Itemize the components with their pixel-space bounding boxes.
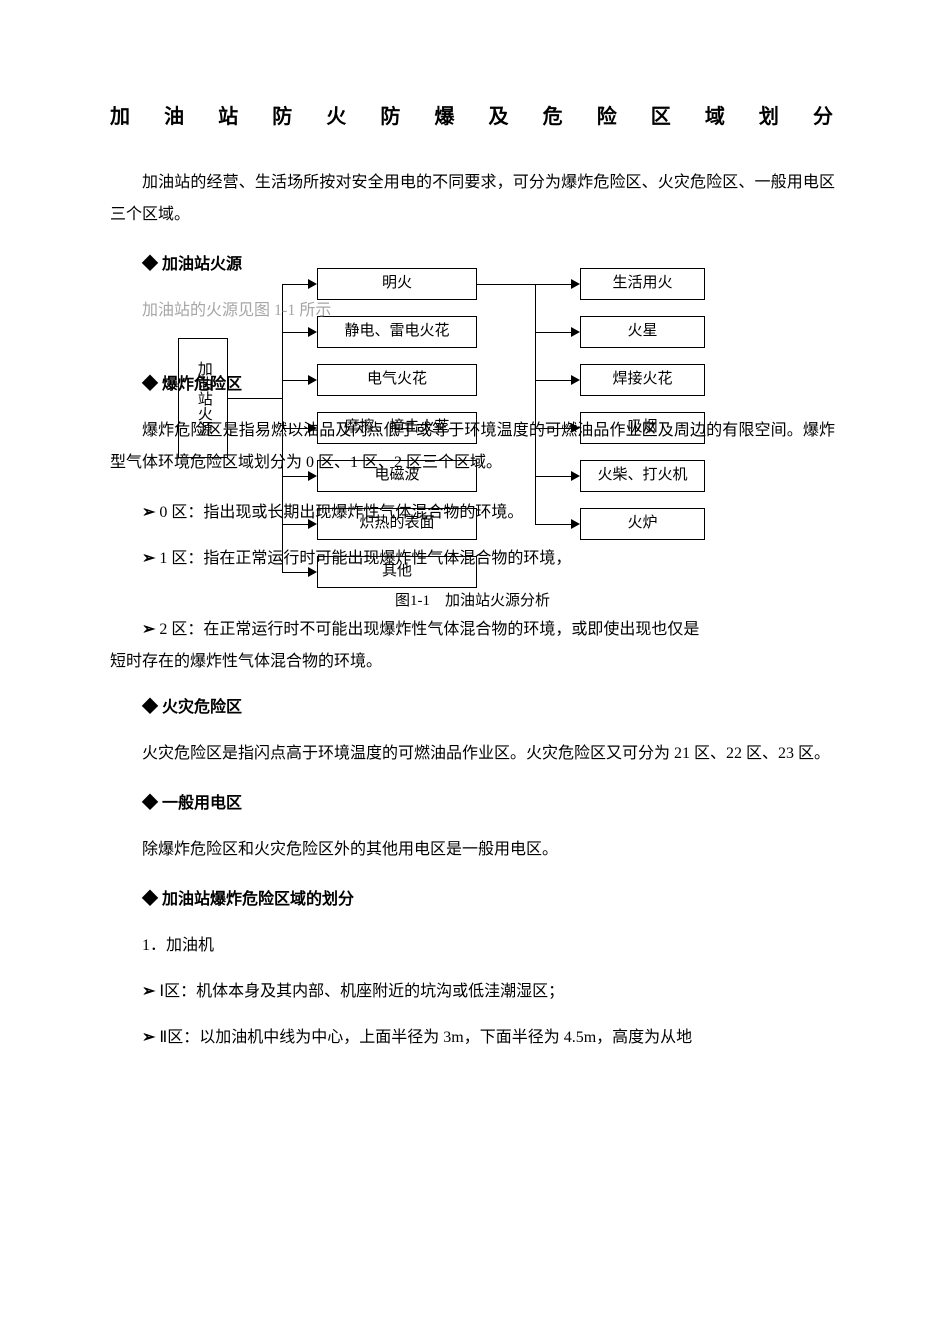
section-fire-danger: 火灾危险区 [110, 692, 835, 724]
item-1: 1．加油机 [110, 930, 835, 962]
machine-zone-1: Ⅰ区：机体本身及其内部、机座附近的坑沟或低洼潮湿区； [110, 976, 835, 1008]
zone-2: 2 区：在正常运行时不可能出现爆炸性气体混合物的环境，或即使出现也仅是 短时存在… [110, 614, 835, 678]
section-explosion: 爆炸危险区 [110, 369, 835, 401]
section-general: 一般用电区 [110, 788, 835, 820]
section-division: 加油站爆炸危险区域的划分 [110, 884, 835, 916]
fire-danger-paragraph: 火灾危险区是指闪点高于环境温度的可燃油品作业区。火灾危险区又可分为 21 区、2… [110, 738, 835, 770]
zone-1: 1 区：指在正常运行时可能出现爆炸性气体混合物的环境， [110, 543, 835, 575]
machine-zone-2: Ⅱ区：以加油机中线为中心，上面半径为 3m，下面半径为 4.5m，高度为从地 [110, 1022, 835, 1054]
explosion-paragraph: 爆炸危险区是指易燃以油品及闪点低于或等于环境温度的可燃油品作业区及周边的有限空间… [110, 415, 835, 479]
general-paragraph: 除爆炸危险区和火灾危险区外的其他用电区是一般用电区。 [110, 834, 835, 866]
intro-paragraph: 加油站的经营、生活场所按对安全用电的不同要求，可分为爆炸危险区、火灾危险区、一般… [110, 167, 835, 231]
section-fire-source: 加油站火源 [110, 249, 835, 281]
zone-0: 0 区：指出现或长期出现爆炸性气体混合物的环境。 [110, 497, 835, 529]
figure-caption: 图1-1 加油站火源分析 [110, 589, 835, 610]
page-title: 加 油 站 防 火 防 爆 及 危 险 区 域 划 分 [110, 100, 835, 129]
fire-source-note: 加油站的火源见图 1-1 所示 [110, 295, 835, 327]
